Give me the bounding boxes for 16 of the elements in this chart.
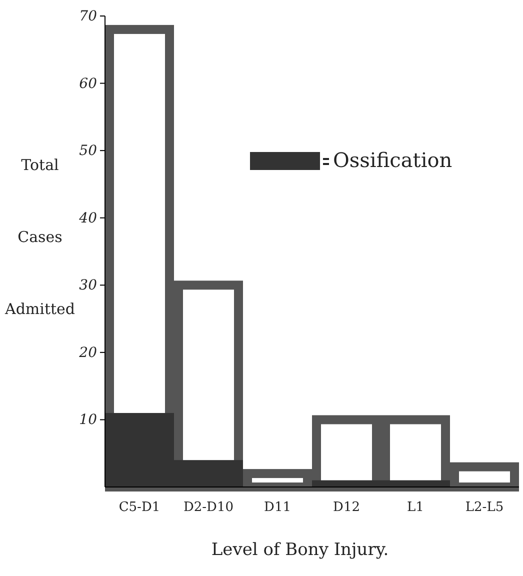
text: Total Cases Admitted bbox=[5, 156, 75, 318]
y-tick-label: 30 bbox=[79, 278, 98, 294]
y-tick-label: 10 bbox=[79, 412, 98, 428]
y-tick-label: 50 bbox=[79, 143, 98, 160]
y-tick-label: 20 bbox=[78, 344, 98, 361]
x-axis-title: Level of Bony Injury. bbox=[211, 540, 389, 560]
x-tick-label: C5-D1 bbox=[118, 500, 160, 515]
x-tick-label: D2-D10 bbox=[183, 500, 234, 515]
y-tick-label: 40 bbox=[78, 210, 98, 226]
y-tick-label: 70 bbox=[79, 8, 98, 24]
y-tick-label: 60 bbox=[79, 76, 98, 92]
x-tick-label: L1 bbox=[407, 500, 424, 515]
x-tick-label: L2-L5 bbox=[465, 500, 504, 515]
text: Ossification bbox=[333, 148, 452, 172]
x-tick-label: D11 bbox=[264, 500, 291, 515]
x-tick-label: D12 bbox=[333, 500, 360, 515]
